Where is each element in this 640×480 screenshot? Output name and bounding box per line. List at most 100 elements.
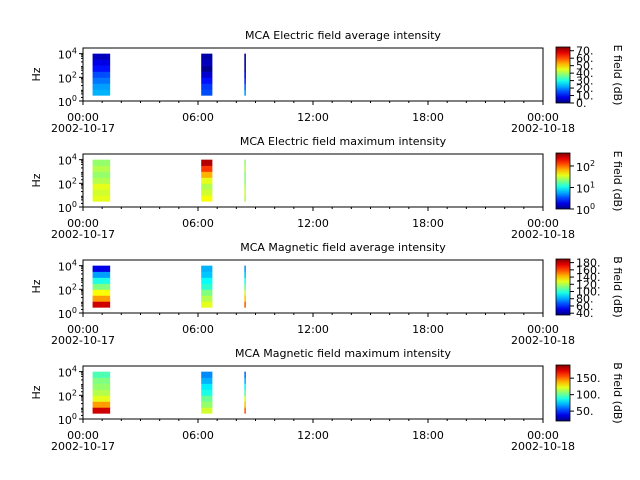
x-tick-label: 18:00 xyxy=(412,429,444,442)
x-date-label: 2002-10-18 xyxy=(511,334,575,347)
y-tick-label: 104 xyxy=(58,259,77,274)
spectrogram-cell xyxy=(201,401,213,408)
spectrogram-cell xyxy=(244,371,246,378)
colorbar xyxy=(555,258,571,316)
colorbar xyxy=(555,152,571,210)
spectrogram-cell xyxy=(92,171,111,178)
spectrogram-cell xyxy=(92,283,111,290)
spectrogram-cell xyxy=(201,383,213,390)
spectrogram-cell xyxy=(244,53,246,60)
spectrogram-cell xyxy=(92,71,111,78)
y-tick-label: 104 xyxy=(58,47,77,62)
spectrogram-cell xyxy=(244,283,246,290)
colorbar-tick-label: 100 xyxy=(576,202,595,217)
colorbar-label: E field (dB) xyxy=(611,151,624,212)
panel-title: MCA Electric field maximum intensity xyxy=(240,135,447,148)
x-tick-label: 06:00 xyxy=(182,217,214,230)
colorbar-tick-label: 80. xyxy=(576,293,594,306)
spectrogram-cell xyxy=(244,407,246,414)
colorbar-tick-label: 100. xyxy=(576,389,601,402)
spectrogram-cell xyxy=(244,165,246,172)
spectrogram-cell xyxy=(244,377,246,384)
spectrogram-cell xyxy=(201,71,213,78)
x-tick-label: 00:00 xyxy=(527,429,559,442)
spectrogram-cell xyxy=(244,389,246,396)
x-tick-label: 00:00 xyxy=(67,429,99,442)
spectrogram-cell xyxy=(92,195,111,202)
colorbar-tick-label: 40. xyxy=(576,307,594,320)
x-tick-label: 12:00 xyxy=(297,111,329,124)
spectrogram-cell xyxy=(201,77,213,84)
y-axis-label: Hz xyxy=(30,67,43,81)
spectrogram-cell xyxy=(92,377,111,384)
spectrogram-cell xyxy=(244,401,246,408)
spectrogram-cell xyxy=(201,395,213,402)
spectrogram-cell xyxy=(244,83,246,90)
spectrogram-cell xyxy=(244,77,246,84)
colorbar-tick-label: 140. xyxy=(576,271,601,284)
spectrogram-cell xyxy=(92,301,111,308)
x-tick-label: 18:00 xyxy=(412,217,444,230)
spectrogram-cell xyxy=(201,171,213,178)
spectrogram-cell xyxy=(201,65,213,72)
spectrogram-cell xyxy=(201,265,213,272)
colorbar-label: B field (dB) xyxy=(611,256,624,317)
spectrogram-cell xyxy=(92,371,111,378)
x-date-label: 2002-10-18 xyxy=(511,228,575,241)
colorbar-tick-label: 180. xyxy=(576,257,601,270)
spectrogram-cell xyxy=(92,65,111,72)
spectrogram-cell xyxy=(201,407,213,414)
x-tick-label: 00:00 xyxy=(527,217,559,230)
spectrogram-cell xyxy=(201,277,213,284)
colorbar-tick-label: 40. xyxy=(576,67,594,80)
spectrogram-cell xyxy=(244,189,246,196)
x-tick-label: 00:00 xyxy=(527,111,559,124)
colorbar-label: B field (dB) xyxy=(611,362,624,423)
colorbar-tick-label: 60. xyxy=(576,52,594,65)
x-date-label: 2002-10-17 xyxy=(51,334,115,347)
spectrogram-cell xyxy=(201,271,213,278)
x-tick-label: 00:00 xyxy=(67,111,99,124)
spectrogram-cell xyxy=(201,183,213,190)
spectrogram-cell xyxy=(201,283,213,290)
spectrogram-cell xyxy=(244,71,246,78)
spectrogram-cell xyxy=(244,89,246,96)
spectrogram-cell xyxy=(92,389,111,396)
y-tick-label: 100 xyxy=(58,94,77,109)
spectrogram-cell xyxy=(244,395,246,402)
spectrogram-cell xyxy=(201,177,213,184)
spectrogram-cell xyxy=(92,183,111,190)
y-tick-label: 104 xyxy=(58,365,77,380)
colorbar-tick-label: 100. xyxy=(576,286,601,299)
spectrogram-cell xyxy=(92,295,111,302)
spectrogram-cell xyxy=(244,65,246,72)
x-tick-label: 12:00 xyxy=(297,217,329,230)
spectrogram-cell xyxy=(201,195,213,202)
y-tick-label: 102 xyxy=(58,388,77,403)
spectrogram-cell xyxy=(244,301,246,308)
axes-frame xyxy=(82,365,544,420)
spectrogram-cell xyxy=(92,289,111,296)
colorbar-tick-label: 150. xyxy=(576,372,601,385)
x-tick-label: 00:00 xyxy=(527,323,559,336)
spectrogram-cell xyxy=(244,195,246,202)
colorbar-tick-label: 120. xyxy=(576,278,601,291)
colorbar-tick-label: 60. xyxy=(576,300,594,313)
panel-title: MCA Magnetic field maximum intensity xyxy=(235,347,451,360)
spectrogram-cell xyxy=(92,83,111,90)
spectrogram-cell xyxy=(92,277,111,284)
spectrogram-cell xyxy=(92,77,111,84)
x-tick-label: 12:00 xyxy=(297,323,329,336)
colorbar-tick-label: 20. xyxy=(576,82,594,95)
axes-frame xyxy=(82,47,544,102)
x-tick-label: 06:00 xyxy=(182,111,214,124)
spectrogram-cell xyxy=(92,265,111,272)
x-date-label: 2002-10-18 xyxy=(511,440,575,453)
spectrogram-cell xyxy=(244,289,246,296)
spectrogram-cell xyxy=(244,265,246,272)
colorbar-tick-label: 0. xyxy=(576,97,587,110)
x-date-label: 2002-10-17 xyxy=(51,440,115,453)
colorbar xyxy=(555,364,571,422)
spectrogram-cell xyxy=(92,159,111,166)
spectrogram-cell xyxy=(201,301,213,308)
